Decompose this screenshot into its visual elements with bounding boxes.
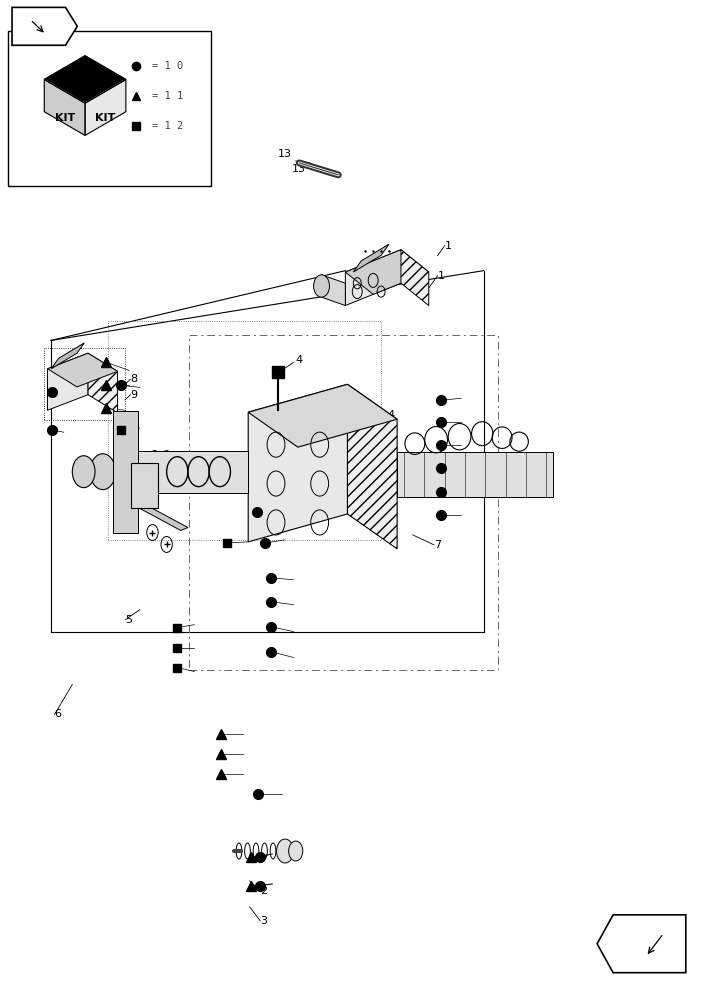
Polygon shape — [322, 275, 345, 306]
Polygon shape — [248, 384, 347, 542]
Text: 4: 4 — [295, 355, 303, 365]
Text: KIT: KIT — [95, 113, 115, 123]
Circle shape — [90, 454, 115, 490]
Text: 1: 1 — [445, 241, 451, 251]
Text: = 1 0: = 1 0 — [152, 61, 183, 71]
Polygon shape — [347, 384, 397, 549]
Bar — [108, 320, 381, 540]
Text: 6: 6 — [55, 709, 61, 719]
Text: 13: 13 — [278, 149, 292, 159]
Polygon shape — [113, 411, 138, 533]
Polygon shape — [401, 250, 429, 306]
Text: 8: 8 — [130, 374, 137, 384]
Polygon shape — [597, 915, 686, 973]
Polygon shape — [85, 80, 126, 135]
Bar — [131, 463, 158, 508]
Text: 3: 3 — [261, 916, 267, 926]
Text: KIT: KIT — [55, 113, 75, 123]
Text: 2: 2 — [261, 886, 268, 896]
Polygon shape — [44, 56, 126, 103]
Polygon shape — [48, 353, 88, 410]
Bar — [9, 31, 211, 186]
Polygon shape — [12, 7, 78, 45]
Text: = 1 1: = 1 1 — [152, 91, 183, 101]
Polygon shape — [248, 384, 397, 447]
Polygon shape — [44, 80, 85, 135]
Text: 9: 9 — [150, 482, 157, 492]
Polygon shape — [345, 250, 429, 294]
Circle shape — [313, 275, 330, 297]
Bar — [44, 348, 125, 420]
Text: 4: 4 — [388, 410, 395, 420]
Text: 1: 1 — [438, 271, 444, 281]
Text: 7: 7 — [434, 540, 441, 550]
Polygon shape — [353, 244, 389, 272]
Bar — [189, 335, 498, 670]
Circle shape — [73, 456, 95, 488]
Text: 8: 8 — [150, 450, 157, 460]
Polygon shape — [51, 343, 84, 369]
Bar — [120, 451, 248, 493]
Circle shape — [276, 839, 293, 863]
Text: 13: 13 — [292, 164, 306, 174]
Polygon shape — [88, 353, 117, 413]
Text: 5: 5 — [125, 615, 132, 625]
Text: = 1 2: = 1 2 — [152, 121, 183, 131]
Circle shape — [288, 841, 303, 861]
Polygon shape — [48, 353, 117, 387]
Bar — [397, 452, 553, 497]
Polygon shape — [138, 505, 188, 531]
Polygon shape — [345, 250, 401, 306]
Text: 9: 9 — [130, 390, 137, 400]
